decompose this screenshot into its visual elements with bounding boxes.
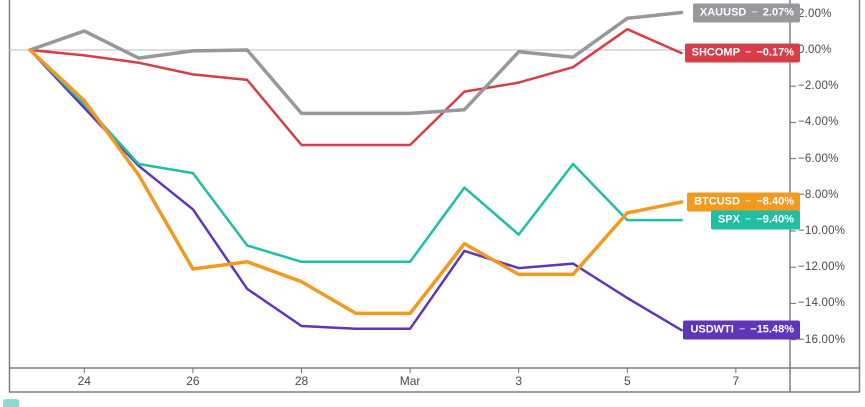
series-line-SPX[interactable] xyxy=(28,48,683,264)
tradingview-logo-fragment[interactable] xyxy=(3,399,19,407)
badge-dash: − xyxy=(744,195,752,208)
price-axis-label: 0.00% xyxy=(798,44,832,56)
price-axis-label: −2.00% xyxy=(798,80,839,93)
series-line-XAUUSD[interactable] xyxy=(28,10,684,116)
badge-symbol: USDWTI xyxy=(690,323,734,336)
series-lines xyxy=(28,10,684,332)
series-badge-XAUUSD[interactable]: XAUUSD −2.07% xyxy=(692,3,800,23)
badge-dash: − xyxy=(751,6,758,19)
time-axis-label: 26 xyxy=(186,374,200,388)
badge-symbol: XAUUSD xyxy=(699,6,747,19)
price-axis-label: −12.00% xyxy=(798,261,846,274)
badge-symbol: SHCOMP xyxy=(691,46,740,59)
time-axis-label: 3 xyxy=(515,374,523,388)
series-badge-BTCUSD[interactable]: BTCUSD − −8.40% xyxy=(687,192,800,212)
series-badge-USDWTI[interactable]: USDWTI − −15.48% xyxy=(683,320,800,340)
time-axis-label: 24 xyxy=(77,374,91,388)
badge-change-value: 2.07% xyxy=(762,6,794,19)
badge-change-value: −0.17% xyxy=(756,46,794,59)
series-line-USDWTI[interactable] xyxy=(28,48,683,332)
badge-dash: − xyxy=(738,323,746,336)
badge-symbol: SPX xyxy=(717,213,740,226)
series-badge-SHCOMP[interactable]: SHCOMP − −0.17% xyxy=(684,43,800,63)
time-axis-label: Mar xyxy=(399,374,421,388)
time-axis-label: 5 xyxy=(623,374,631,388)
badge-symbol: BTCUSD xyxy=(694,195,740,208)
price-axis-label: −10.00% xyxy=(798,225,846,237)
badge-change-value: −8.40% xyxy=(756,195,794,208)
badge-change-value: −9.40% xyxy=(756,213,794,226)
price-axis-label: 2.00% xyxy=(798,7,832,20)
series-line-BTCUSD[interactable] xyxy=(28,48,684,316)
price-axis-label: −14.00% xyxy=(798,297,846,310)
badge-dash: − xyxy=(744,213,752,226)
price-axis-label: −16.00% xyxy=(798,333,846,346)
series-line-SHCOMP[interactable] xyxy=(28,27,683,147)
price-axis-label: −8.00% xyxy=(798,188,839,201)
time-axis-label: 28 xyxy=(294,374,309,388)
price-axis-label: −4.00% xyxy=(798,116,839,129)
price-axis-label: −6.00% xyxy=(798,152,839,165)
time-axis-label: 7 xyxy=(732,374,740,388)
badge-dash: − xyxy=(744,46,752,59)
badge-change-value: −15.48% xyxy=(750,323,794,336)
series-badge-SPX[interactable]: SPX − −9.40% xyxy=(710,210,800,230)
